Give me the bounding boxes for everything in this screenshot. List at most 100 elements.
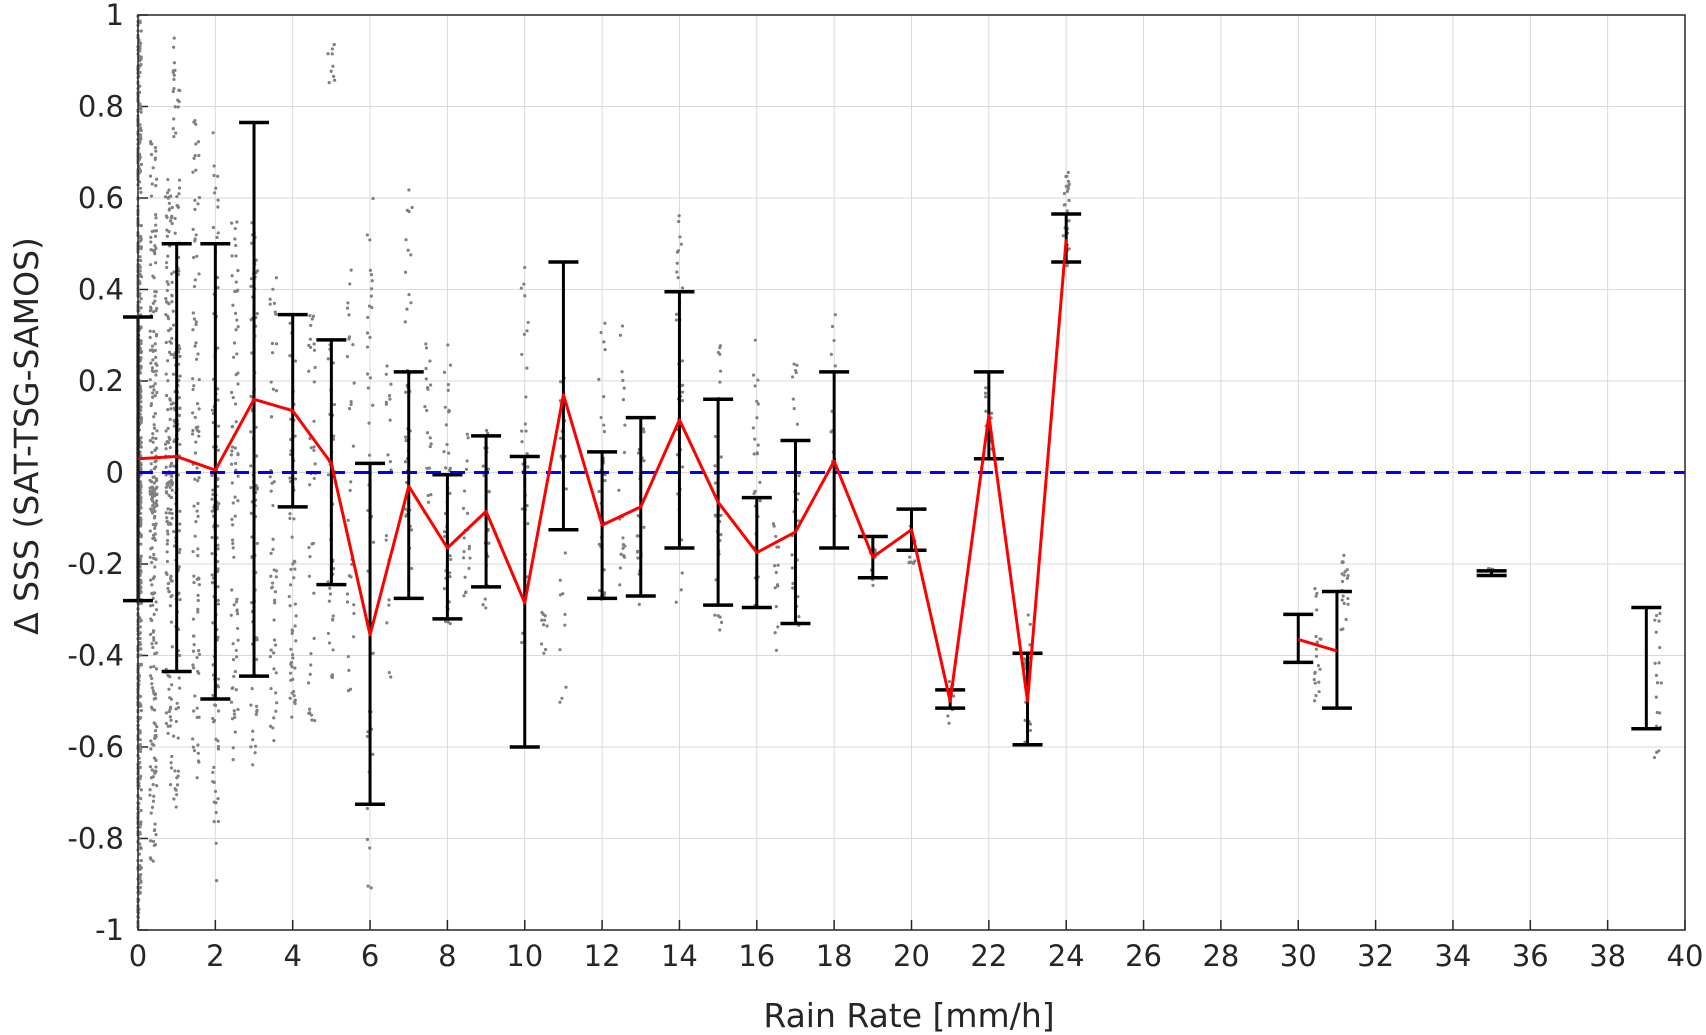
scatter-point	[347, 335, 352, 339]
mean-lines	[137, 239, 1338, 703]
scatter-point	[166, 196, 170, 200]
scatter-point	[249, 511, 253, 515]
scatter-point	[448, 491, 452, 495]
scatter-point	[1341, 627, 1345, 631]
scatter-point	[403, 460, 408, 464]
scatter-point	[365, 345, 370, 349]
scatter-point	[234, 280, 238, 284]
scatter-point	[149, 263, 153, 267]
scatter-point	[231, 758, 235, 762]
scatter-point	[621, 378, 625, 383]
scatter-point	[139, 483, 143, 487]
scatter-point	[326, 52, 330, 56]
scatter-point	[152, 506, 156, 510]
scatter-point	[1067, 219, 1071, 223]
scatter-point	[139, 797, 143, 801]
scatter-point	[167, 590, 171, 594]
scatter-point	[1343, 570, 1347, 574]
scatter-point	[139, 162, 144, 166]
scatter-point	[174, 131, 178, 135]
scatter-point	[154, 833, 158, 837]
scatter-point	[166, 359, 170, 363]
scatter-point	[170, 293, 174, 297]
scatter-point	[165, 559, 169, 564]
scatter-point	[621, 536, 625, 540]
scatter-point	[345, 355, 350, 359]
scatter-point	[216, 484, 220, 489]
scatter-point	[1023, 740, 1027, 744]
scatter-point	[352, 603, 356, 607]
scatter-point	[1314, 594, 1318, 598]
scatter-point	[169, 761, 173, 765]
scatter-point	[196, 479, 200, 483]
scatter-point	[292, 693, 296, 698]
scatter-point	[191, 227, 195, 231]
scatter-point	[150, 508, 154, 513]
scatter-point	[619, 552, 623, 556]
scatter-point	[293, 477, 298, 481]
scatter-point	[1340, 579, 1345, 584]
scatter-point	[195, 466, 199, 470]
scatter-point	[677, 214, 681, 218]
scatter-point	[274, 276, 278, 280]
scatter-point	[290, 631, 294, 635]
scatter-point	[139, 880, 143, 884]
scatter-point	[774, 604, 778, 609]
y-tick-label: -0.2	[67, 547, 124, 581]
scatter-point	[170, 516, 174, 520]
scatter-point	[166, 317, 171, 321]
scatter-point	[177, 565, 181, 569]
scatter-point	[176, 105, 180, 109]
scatter-point	[232, 712, 237, 716]
scatter-point	[774, 570, 778, 575]
scatter-point	[152, 388, 156, 392]
scatter-point	[152, 575, 156, 579]
scatter-point	[641, 427, 646, 431]
scatter-point	[1066, 187, 1070, 191]
scatter-point	[1652, 755, 1657, 760]
scatter-point	[522, 282, 526, 286]
scatter-point	[216, 635, 220, 639]
scatter-point	[155, 725, 159, 729]
scatter-point	[1315, 591, 1319, 596]
scatter-point	[755, 399, 759, 403]
scatter-point	[1346, 602, 1350, 606]
scatter-point	[327, 81, 331, 85]
scatter-point	[148, 555, 152, 559]
scatter-point	[486, 431, 490, 435]
scatter-point	[210, 408, 215, 412]
scatter-point	[753, 437, 757, 441]
scatter-point	[166, 581, 171, 586]
scatter-point	[309, 713, 314, 717]
scatter-point	[347, 407, 352, 411]
scatter-point	[331, 74, 336, 78]
scatter-point	[216, 448, 220, 452]
scatter-point	[271, 503, 275, 508]
scatter-point	[677, 219, 681, 224]
scatter-point	[352, 635, 356, 639]
scatter-point	[192, 643, 196, 647]
scatter-point	[288, 476, 292, 480]
scatter-point	[294, 614, 298, 618]
scatter-point	[326, 473, 330, 477]
scatter-point	[313, 462, 317, 466]
scatter-point	[236, 325, 240, 329]
scatter-point	[197, 649, 201, 653]
scatter-point	[139, 788, 143, 792]
scatter-point	[623, 423, 627, 427]
scatter-point	[139, 570, 143, 574]
scatter-point	[830, 324, 835, 329]
scatter-point	[165, 519, 169, 524]
scatter-point	[403, 270, 408, 274]
scatter-point	[713, 513, 717, 517]
scatter-point	[486, 467, 490, 471]
scatter-point	[168, 521, 172, 525]
scatter-point	[169, 407, 173, 411]
scatter-point	[197, 153, 201, 158]
scatter-point	[233, 495, 237, 499]
scatter-point	[149, 705, 154, 709]
scatter-point	[1653, 618, 1657, 622]
scatter-point	[139, 389, 143, 393]
scatter-point	[139, 306, 143, 310]
scatter-point	[195, 655, 199, 660]
